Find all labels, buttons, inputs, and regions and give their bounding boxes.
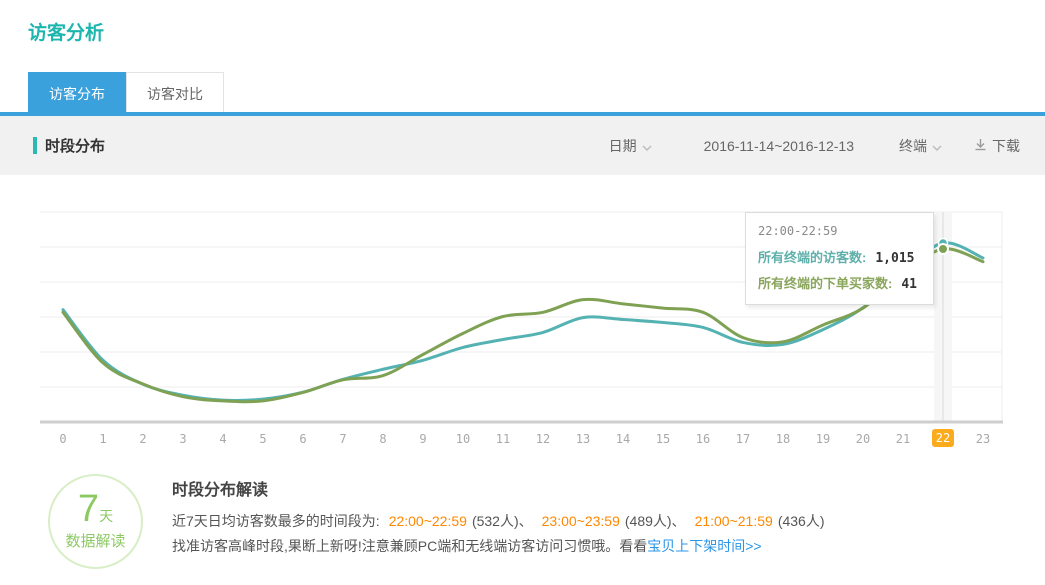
x-axis-label: 8 xyxy=(379,432,387,446)
download-button[interactable]: 下载 xyxy=(974,136,1020,156)
toolbar-controls: 日期 2016-11-14~2016-12-13 终端 xyxy=(609,116,1020,175)
x-axis-label: 16 xyxy=(695,432,711,446)
insight-heading: 时段分布解读 xyxy=(172,482,269,499)
x-axis-label-selected: 22 xyxy=(927,429,959,447)
tooltip-value: 1,015 xyxy=(875,251,915,266)
tooltip-row: 所有终端的下单买家数: 41 xyxy=(758,273,921,292)
date-range-picker[interactable]: 2016-11-14~2016-12-13 xyxy=(703,137,854,154)
x-axis-label: 10 xyxy=(455,432,471,446)
tooltip-time-range: 22:00-22:59 xyxy=(758,224,838,238)
date-dimension-dropdown[interactable]: 日期 xyxy=(609,136,652,156)
listing-schedule-link[interactable]: 宝贝上下架时间>> xyxy=(647,538,762,554)
date-dimension-label: 日期 xyxy=(608,137,637,154)
badge-caption: 数据解读 xyxy=(65,533,126,550)
tooltip-rows: 所有终端的访客数: 1,015 所有终端的下单买家数: 41 xyxy=(758,247,921,292)
section-title-wrap: 时段分布 xyxy=(33,116,105,175)
tab-underline xyxy=(0,112,1045,116)
peak-time: 21:00~21:59 xyxy=(694,513,773,529)
badge-unit: 天 xyxy=(99,508,114,524)
x-axis-label: 23 xyxy=(975,432,991,446)
tab-visitor-distribution[interactable]: 访客分布 xyxy=(28,72,126,115)
terminal-dropdown[interactable]: 终端 xyxy=(899,136,942,156)
x-axis-label: 0 xyxy=(59,432,67,446)
tooltip-label: 所有终端的访客数: xyxy=(758,250,867,265)
page-title: 访客分析 xyxy=(28,23,105,44)
chart-tooltip: 22:00-22:59 所有终端的访客数: 1,015 所有终端的下单买家数: 41 xyxy=(745,212,934,305)
hourly-distribution-chart[interactable]: 0 1 2 3 4 5 6 7 8 9 10 11 12 13 14 15 16 17 18 19 20 21 22 23 2… xyxy=(0,175,1045,460)
tooltip-value: 41 xyxy=(901,277,917,292)
section-title-marker xyxy=(33,137,37,154)
x-axis-label: 13 xyxy=(575,432,591,446)
chevron-down-icon xyxy=(642,138,652,154)
terminal-label: 终端 xyxy=(899,137,927,154)
x-axis-label: 6 xyxy=(299,432,307,446)
x-axis-label: 9 xyxy=(419,432,427,446)
x-axis-label: 4 xyxy=(219,432,227,446)
tooltip-label: 所有终端的下单买家数: xyxy=(758,276,893,291)
badge-number: 7 xyxy=(77,488,100,530)
x-axis-label: 17 xyxy=(735,432,751,446)
section-title: 时段分布 xyxy=(45,138,106,155)
x-axis-label: 1 xyxy=(99,432,107,446)
insight-text-block: 时段分布解读 近7天日均访客数最多的时间段为: 22:00~22:59 (532人)… xyxy=(172,476,1012,556)
peak-count: (532人)、 xyxy=(471,513,533,529)
peak-time: 23:00~23:59 xyxy=(541,513,620,529)
insight-line2-text: 找准访客高峰时段,果断上新呀!注意兼顾PC端和无线端访客访问习惯哦。看看 xyxy=(172,538,648,554)
peak-count: (489人)、 xyxy=(624,513,686,529)
insight-line1-prefix: 近7天日均访客数最多的时间段为: xyxy=(172,513,380,529)
tab-bar: 访客分布 访客对比 xyxy=(28,72,224,115)
x-axis-label: 12 xyxy=(535,432,551,446)
x-axis: 0 1 2 3 4 5 6 7 8 9 10 11 12 13 14 15 16 17 18 19 20 21 22 23 xyxy=(0,429,1045,451)
x-axis-label: 7 xyxy=(339,432,347,446)
x-axis-label: 2 xyxy=(139,432,147,446)
x-axis-label: 20 xyxy=(855,432,871,446)
peak-count: (436人) xyxy=(777,513,825,529)
selected-hour-badge: 22 xyxy=(931,429,955,447)
download-label: 下载 xyxy=(992,137,1020,154)
insight-peak-line: 近7天日均访客数最多的时间段为: 22:00~22:59 (532人)、 23:00~… xyxy=(172,511,1012,531)
x-axis-label: 18 xyxy=(775,432,791,446)
peak-time: 22:00~22:59 xyxy=(388,513,467,529)
tab-visitor-comparison[interactable]: 访客对比 xyxy=(126,72,224,115)
section-toolbar: 时段分布 日期 2016-11-14~2016-12-13 终端 xyxy=(0,116,1045,175)
peak-list: 22:00~22:59 (532人)、 23:00~23:59 (489人)、 21:0… xyxy=(380,513,825,529)
badge-line1: 7 天 xyxy=(50,488,141,530)
x-axis-label: 5 xyxy=(259,432,267,446)
tooltip-row: 所有终端的访客数: 1,015 xyxy=(758,247,921,266)
x-axis-label: 19 xyxy=(815,432,831,446)
insight-advice-line: 找准访客高峰时段,果断上新呀!注意兼顾PC端和无线端访客访问习惯哦。看看宝贝上下… xyxy=(172,536,1012,556)
x-axis-label: 3 xyxy=(179,432,187,446)
x-axis-label: 14 xyxy=(615,432,631,446)
x-axis-label: 15 xyxy=(655,432,671,446)
download-icon xyxy=(974,138,987,154)
x-axis-label: 21 xyxy=(895,432,911,446)
seven-day-badge: 7 天 数据解读 xyxy=(48,474,143,569)
chevron-down-icon xyxy=(932,138,942,154)
x-axis-label: 11 xyxy=(495,432,511,446)
